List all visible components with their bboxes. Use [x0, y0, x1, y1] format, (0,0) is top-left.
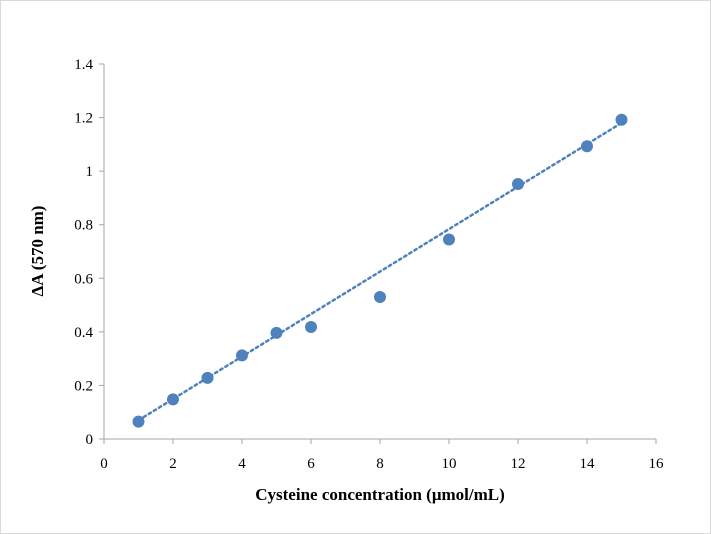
data-points: [132, 113, 628, 428]
data-point: [581, 140, 593, 153]
x-tick-label: 12: [511, 456, 526, 472]
x-tick-label: 4: [238, 456, 246, 472]
data-point: [132, 415, 145, 428]
x-tick-label: 14: [580, 456, 596, 472]
y-tick-label: 0: [86, 432, 94, 448]
trendline: [137, 121, 623, 422]
data-point: [374, 291, 386, 304]
y-tick-label: 0.4: [74, 325, 93, 341]
data-point: [236, 349, 248, 362]
data-point: [201, 371, 214, 384]
y-tick-label: 1: [86, 164, 94, 180]
x-axis-title: Cysteine concentration (μmol/mL): [255, 485, 504, 504]
x-tick-label: 0: [100, 456, 108, 472]
data-point: [167, 393, 179, 406]
tick-labels: 0 2 4 6 8 10 12 14 16 0 0.2 0.4 0.6 0.8 1 1.2 1.4: [74, 57, 664, 472]
y-tick-label: 0.6: [74, 271, 93, 287]
x-tick-label: 6: [307, 456, 315, 472]
x-tick-label: 2: [169, 456, 177, 472]
data-point: [270, 326, 283, 339]
data-point: [443, 233, 455, 246]
y-tick-label: 1.4: [74, 57, 93, 73]
y-tick-label: 0.8: [74, 218, 93, 234]
data-point: [305, 321, 317, 334]
y-tick-label: 1.2: [74, 111, 93, 127]
y-tick-label: 0.2: [74, 378, 93, 394]
data-point: [615, 113, 628, 126]
trendline-layer: [137, 121, 623, 422]
x-tick-label: 10: [442, 456, 457, 472]
x-tick-label: 16: [649, 456, 665, 472]
y-axis-title: ΔA (570 nm): [28, 206, 47, 297]
data-point: [512, 178, 524, 190]
x-tick-label: 8: [376, 456, 384, 472]
axes: [99, 63, 657, 444]
